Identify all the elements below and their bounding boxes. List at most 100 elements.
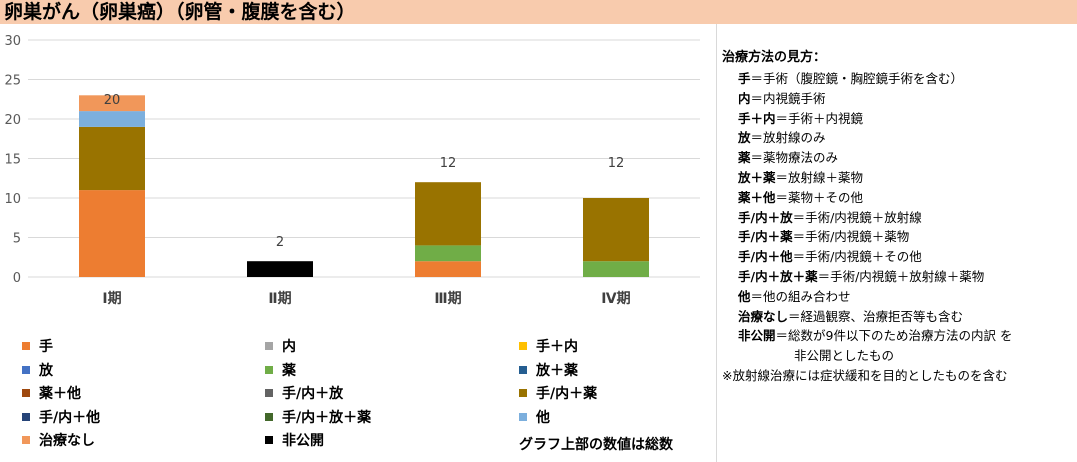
bar-segment bbox=[415, 245, 481, 262]
legend-item: 放 bbox=[22, 362, 53, 380]
notes-key: 手/内＋放 bbox=[738, 209, 793, 225]
title-bar: 卵巣がん（卵巣癌）（卵管・腹膜を含む） bbox=[0, 0, 1077, 24]
notes-key: 手/内＋他 bbox=[738, 249, 793, 265]
y-tick-label: 5 bbox=[13, 232, 21, 247]
legend-swatch bbox=[22, 436, 30, 445]
notes-text: ＝総数が9件以下のため治療方法の内訳 を bbox=[775, 328, 1013, 344]
legend-swatch bbox=[22, 365, 30, 374]
legend-label: 治療なし bbox=[39, 433, 95, 450]
notes-list: 手＝手術（腹腔鏡・胸腔鏡手術を含む） 内＝内視鏡手術 手＋内＝手術＋内視鏡 放＝放射線… bbox=[722, 69, 1072, 346]
divider bbox=[716, 24, 717, 462]
notes-key: 内 bbox=[738, 90, 751, 106]
legend-item: 治療なし bbox=[22, 432, 95, 450]
legend-label: 非公開 bbox=[282, 433, 324, 450]
x-category-label: Ⅱ期 bbox=[268, 291, 291, 307]
y-tick-label: 30 bbox=[4, 34, 21, 49]
notes-key: 放＋薬 bbox=[738, 169, 776, 185]
legend-swatch bbox=[265, 365, 273, 374]
legend-label: 放＋薬 bbox=[536, 362, 578, 379]
legend-label: 薬 bbox=[282, 362, 296, 379]
notes-text: ＝手術（腹腔鏡・胸腔鏡手術を含む） bbox=[750, 71, 964, 86]
notes-key: 手＋内 bbox=[738, 110, 776, 126]
notes-row: 手/内＋薬＝手術/内視鏡＋薬物 bbox=[722, 227, 1072, 247]
total-label: 20 bbox=[104, 93, 121, 108]
notes-footnote: ※放射線治療には症状緩和を目的としたものを含む bbox=[722, 367, 1008, 383]
legend-item: 手/内＋薬 bbox=[519, 385, 597, 403]
notes-text: ＝手術/内視鏡＋その他 bbox=[792, 249, 922, 265]
notes-key: 他 bbox=[738, 288, 751, 304]
legend-swatch bbox=[265, 436, 273, 445]
legend-swatch bbox=[265, 389, 273, 398]
y-tick-label: 0 bbox=[13, 271, 21, 286]
notes-key: 手/内＋放＋薬 bbox=[738, 268, 818, 284]
legend-item: 薬＋他 bbox=[22, 385, 81, 403]
total-label: 12 bbox=[608, 156, 625, 171]
notes-row: 放＋薬＝放射線＋薬物 bbox=[722, 168, 1072, 188]
notes-row: 薬＝薬物療法のみ bbox=[722, 148, 1072, 168]
notes-row: 手/内＋放＝手術/内視鏡＋放射線 bbox=[722, 208, 1072, 228]
legend-swatch bbox=[22, 412, 30, 421]
bar-segment bbox=[583, 261, 649, 277]
notes-text: ＝手術/内視鏡＋放射線＋薬物 bbox=[817, 268, 985, 284]
legend-item: 手 bbox=[22, 338, 53, 356]
notes-row: 他＝他の組み合わせ bbox=[722, 287, 1072, 307]
legend-label: 他 bbox=[536, 409, 550, 426]
notes-key: 非公開 bbox=[738, 328, 776, 344]
notes-key: 治療なし bbox=[738, 308, 789, 324]
notes-text: ＝薬物療法のみ bbox=[750, 150, 839, 166]
total-label: 2 bbox=[276, 235, 284, 250]
legend-item: 内 bbox=[265, 338, 296, 356]
notes-row: 手/内＋放＋薬＝手術/内視鏡＋放射線＋薬物 bbox=[722, 267, 1072, 287]
legend-swatch bbox=[519, 365, 527, 374]
notes-key: 放 bbox=[738, 130, 751, 146]
legend-label: 手/内＋薬 bbox=[536, 386, 598, 403]
legend-label: 手/内＋放＋薬 bbox=[282, 409, 372, 426]
treatment-notes: 治療方法の見方： 手＝手術（腹腔鏡・胸腔鏡手術を含む） 内＝内視鏡手術 手＋内＝手術… bbox=[722, 50, 1072, 386]
y-tick-label: 10 bbox=[4, 192, 21, 207]
notes-text: ＝放射線のみ bbox=[750, 130, 826, 146]
legend-label: 手/内＋放 bbox=[282, 386, 344, 403]
stacked-bar-chart: 0 5 10 15 20 25 30 20 Ⅰ期 2 Ⅱ期 12 Ⅲ期 12 Ⅳ期 bbox=[4, 34, 700, 307]
notes-row: 手＋内＝手術＋内視鏡 bbox=[722, 109, 1072, 129]
bar-segment bbox=[79, 190, 145, 277]
legend-label: 内 bbox=[282, 339, 296, 355]
legend-item: 手/内＋他 bbox=[22, 409, 100, 427]
legend-label: 手/内＋他 bbox=[39, 409, 101, 426]
bar-segment bbox=[79, 126, 145, 191]
notes-text: ＝経過観察、治療拒否等も含む bbox=[788, 308, 964, 324]
notes-row: 手/内＋他＝手術/内視鏡＋その他 bbox=[722, 247, 1072, 267]
notes-text: ＝手術/内視鏡＋放射線 bbox=[792, 209, 922, 225]
y-tick-label: 20 bbox=[4, 113, 21, 128]
x-category-label: Ⅰ期 bbox=[102, 291, 121, 307]
notes-continuation: 非公開としたもの bbox=[794, 348, 895, 364]
notes-text: ＝他の組み合わせ bbox=[750, 288, 851, 304]
bar-segment bbox=[79, 95, 145, 112]
page-title: 卵巣がん（卵巣癌）（卵管・腹膜を含む） bbox=[4, 1, 356, 23]
notes-row: 薬＋他＝薬物＋その他 bbox=[722, 188, 1072, 208]
legend-swatch bbox=[265, 342, 273, 350]
legend-note: グラフ上部の数値は総数 bbox=[519, 437, 673, 453]
bar-segment bbox=[583, 198, 649, 262]
legend-label: 手＋内 bbox=[536, 339, 578, 355]
legend-label: 放 bbox=[39, 362, 53, 379]
legend-item: 手/内＋放＋薬 bbox=[265, 409, 371, 427]
notes-text: ＝手術＋内視鏡 bbox=[775, 110, 864, 126]
bar-segment bbox=[79, 111, 145, 127]
legend-swatch bbox=[519, 412, 527, 421]
notes-text: ＝手術/内視鏡＋薬物 bbox=[792, 229, 910, 245]
legend-swatch bbox=[519, 342, 527, 350]
notes-row: 非公開＝総数が9件以下のため治療方法の内訳 を bbox=[722, 326, 1072, 346]
y-tick-label: 25 bbox=[4, 74, 21, 89]
legend-swatch bbox=[265, 412, 273, 421]
legend-label: 薬＋他 bbox=[39, 386, 81, 403]
x-category-label: Ⅳ期 bbox=[601, 291, 630, 307]
notes-row: 治療なし＝経過観察、治療拒否等も含む bbox=[722, 307, 1072, 327]
legend-swatch bbox=[22, 389, 30, 398]
notes-key: 薬＋他 bbox=[738, 189, 776, 205]
legend-item: 非公開 bbox=[265, 432, 324, 450]
bar-segment bbox=[415, 182, 481, 246]
bar-segment bbox=[415, 261, 481, 277]
bar-segment bbox=[247, 261, 313, 277]
notes-heading: 治療方法の見方： bbox=[722, 50, 827, 65]
legend-item: 手＋内 bbox=[519, 338, 578, 356]
